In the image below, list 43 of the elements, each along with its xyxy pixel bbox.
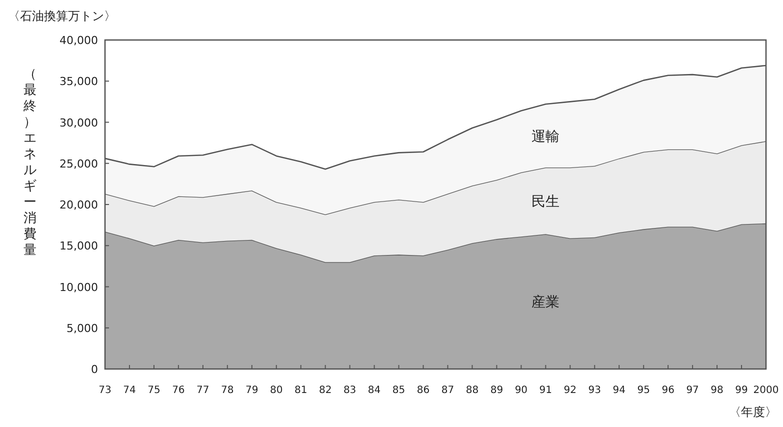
x-tick-label: 95 bbox=[637, 385, 650, 396]
x-tick-label: 93 bbox=[588, 385, 601, 396]
y-tick-label: 25,000 bbox=[60, 157, 98, 170]
x-tick-label: 75 bbox=[148, 385, 160, 396]
y-tick-label: 0 bbox=[91, 363, 98, 376]
x-tick-label: 74 bbox=[123, 385, 136, 396]
y-tick-label: 35,000 bbox=[60, 75, 98, 88]
x-tick-label: 98 bbox=[710, 385, 724, 396]
x-tick-label: 73 bbox=[98, 385, 112, 396]
x-tick-label: 97 bbox=[686, 385, 699, 396]
x-tick-label: 99 bbox=[735, 385, 748, 396]
x-tick-label: 85 bbox=[392, 385, 406, 396]
x-tick-label: 90 bbox=[514, 385, 528, 396]
x-tick-label: 82 bbox=[318, 385, 332, 396]
x-tick-label: 80 bbox=[270, 385, 283, 396]
x-tick-label: 94 bbox=[612, 385, 626, 396]
x-axis-title: 〈年度〉 bbox=[729, 405, 777, 419]
x-tick-label: 88 bbox=[466, 385, 479, 396]
y-tick-label: 15,000 bbox=[60, 240, 98, 253]
x-tick-label: 79 bbox=[246, 385, 258, 396]
x-tick-label: 87 bbox=[441, 385, 454, 396]
series-label: 産業 bbox=[532, 294, 560, 311]
x-tick-label: 76 bbox=[172, 385, 185, 396]
text: （最終）エネルギー消費量 bbox=[24, 67, 36, 258]
x-tick-label: 77 bbox=[196, 385, 210, 396]
series-label: 民生 bbox=[532, 194, 560, 210]
x-tick-label: 96 bbox=[662, 385, 674, 396]
x-tick-label: 83 bbox=[343, 385, 356, 396]
y-tick-label: 5,000 bbox=[66, 322, 98, 335]
x-tick-label: 89 bbox=[490, 385, 504, 396]
y-tick-label: 10,000 bbox=[60, 280, 98, 294]
x-tick-label: 84 bbox=[368, 385, 381, 396]
y-tick-label: 30,000 bbox=[60, 116, 98, 130]
x-tick-label: 78 bbox=[221, 385, 234, 396]
y-tick-label: 40,000 bbox=[60, 34, 98, 47]
x-tick-label: 92 bbox=[564, 385, 577, 396]
x-tick-label: 2000 bbox=[753, 385, 779, 396]
x-tick-label: 81 bbox=[294, 385, 308, 396]
y-tick-label: 20,000 bbox=[60, 198, 98, 212]
text: 〈石油換算万トン〉 bbox=[8, 9, 116, 23]
x-tick-label: 86 bbox=[416, 385, 430, 396]
x-tick-label: 91 bbox=[539, 385, 552, 396]
series-label: 運輸 bbox=[532, 128, 560, 145]
